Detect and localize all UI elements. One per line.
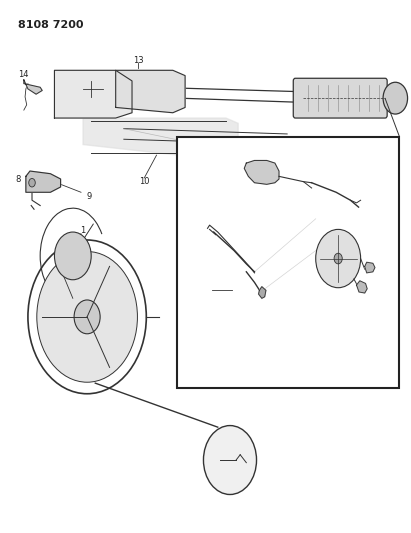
Text: 13: 13: [133, 56, 143, 65]
Polygon shape: [356, 281, 367, 293]
FancyBboxPatch shape: [293, 78, 387, 118]
Polygon shape: [244, 160, 279, 184]
Circle shape: [203, 425, 256, 495]
Text: 8108 7200: 8108 7200: [18, 20, 83, 30]
Text: 3: 3: [358, 198, 363, 207]
Circle shape: [383, 82, 408, 114]
Text: 12: 12: [229, 433, 239, 442]
Text: 3: 3: [201, 222, 206, 231]
Text: 14: 14: [18, 70, 29, 79]
Text: 5: 5: [378, 257, 383, 265]
Bar: [177, 136, 399, 389]
Text: 4: 4: [362, 241, 367, 250]
Polygon shape: [26, 171, 60, 192]
Text: 10: 10: [139, 177, 150, 186]
Text: 9: 9: [87, 192, 92, 201]
Text: 2: 2: [246, 148, 251, 157]
Circle shape: [334, 253, 342, 264]
Circle shape: [29, 179, 35, 187]
Polygon shape: [259, 287, 266, 298]
Polygon shape: [83, 118, 238, 160]
Polygon shape: [55, 70, 132, 118]
Circle shape: [316, 229, 360, 288]
Polygon shape: [115, 70, 185, 113]
Text: 8: 8: [16, 174, 21, 183]
Text: 7: 7: [210, 287, 215, 296]
Text: 6: 6: [367, 289, 373, 298]
Circle shape: [74, 300, 100, 334]
Circle shape: [37, 252, 137, 382]
Polygon shape: [365, 262, 375, 273]
Circle shape: [55, 232, 91, 280]
Polygon shape: [24, 80, 42, 94]
Text: 1: 1: [81, 226, 85, 235]
